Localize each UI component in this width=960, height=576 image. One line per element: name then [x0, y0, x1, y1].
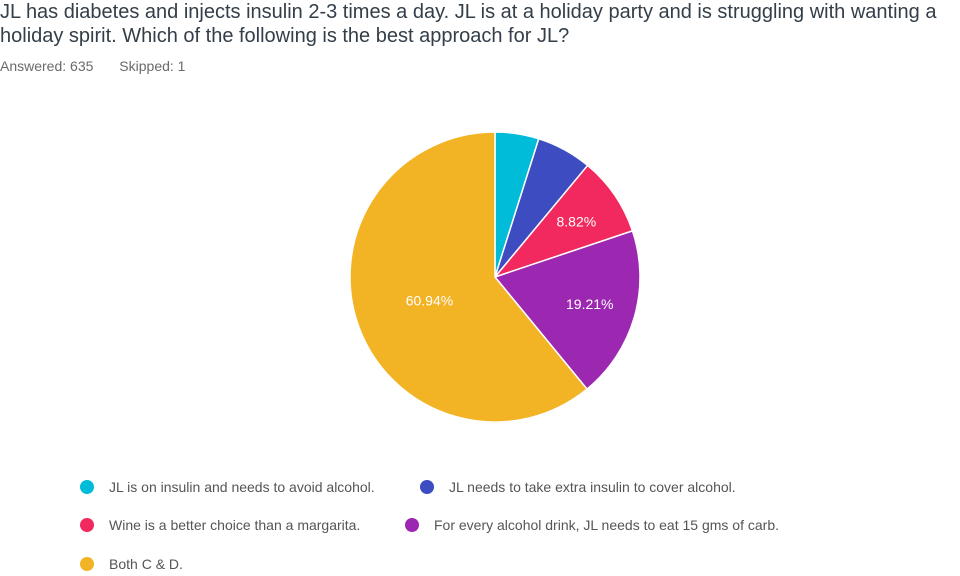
pie-slice[interactable]	[494, 164, 634, 278]
legend-swatch	[80, 518, 94, 532]
legend-item[interactable]: Wine is a better choice than a margarita…	[80, 515, 360, 535]
legend-label: For every alcohol drink, JL needs to eat…	[434, 517, 779, 533]
slice-data-label: 19.21%	[566, 296, 613, 312]
question-title: JL has diabetes and injects insulin 2-3 …	[0, 1, 937, 47]
legend-swatch	[80, 480, 94, 494]
pie-slice[interactable]	[494, 230, 641, 390]
legend-label: JL needs to take extra insulin to cover …	[449, 479, 736, 495]
pie-slice[interactable]	[349, 131, 588, 423]
legend-swatch	[80, 557, 94, 571]
answered-count: Answered: 635	[0, 58, 94, 74]
legend-label: Both C & D.	[109, 556, 183, 572]
legend-item[interactable]: Both C & D.	[80, 554, 183, 574]
response-stats: Answered: 635 Skipped: 1	[0, 57, 185, 75]
legend-item[interactable]: For every alcohol drink, JL needs to eat…	[405, 515, 779, 535]
slice-data-label: 60.94%	[406, 292, 453, 308]
legend-swatch	[420, 480, 434, 494]
legend-swatch	[405, 518, 419, 532]
legend-label: Wine is a better choice than a margarita…	[109, 517, 361, 533]
slice-data-label: 8.82%	[556, 213, 596, 229]
legend-item[interactable]: JL needs to take extra insulin to cover …	[420, 477, 736, 497]
legend-item[interactable]: JL is on insulin and needs to avoid alco…	[80, 477, 375, 497]
skipped-count: Skipped: 1	[119, 58, 186, 74]
legend-label: JL is on insulin and needs to avoid alco…	[109, 479, 375, 495]
